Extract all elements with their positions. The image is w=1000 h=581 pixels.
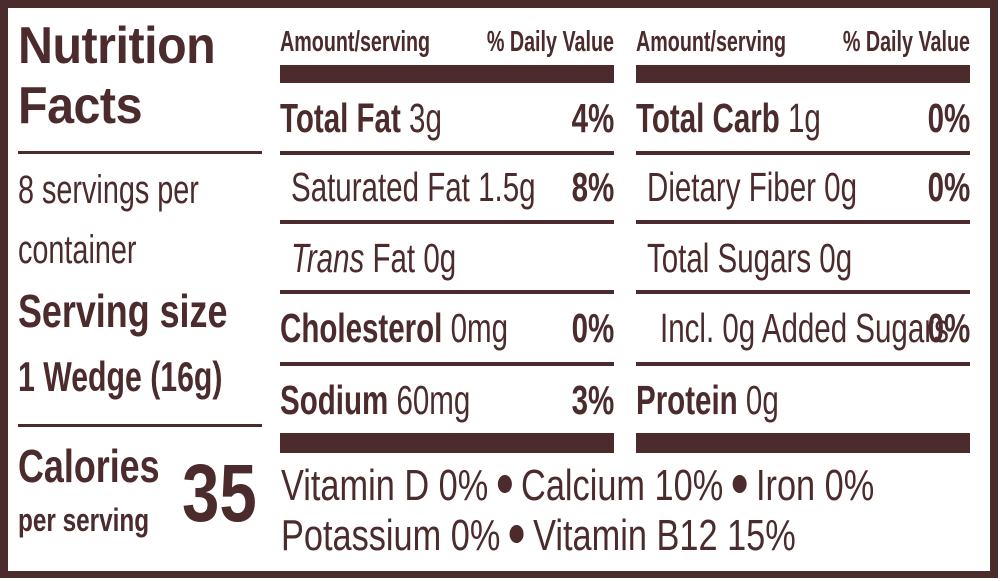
nutrient-name: Trans: [291, 235, 365, 281]
nutrient-dv: 8%: [571, 164, 614, 210]
nutrient-name: Protein: [636, 377, 738, 423]
nutrient-amount: 0mg: [450, 305, 509, 351]
nutrient-row-total-fat: Total Fat 3g 4%: [280, 86, 614, 150]
header-dv-text: % Daily Value: [486, 26, 614, 58]
nutrient-dv: 0%: [927, 305, 970, 351]
calories-value: 35: [182, 446, 273, 542]
divider: [636, 151, 970, 155]
label-title: Nutrition Facts: [18, 16, 268, 136]
nutrient-amount: 60mg: [396, 377, 471, 423]
divider: [636, 362, 970, 366]
header-daily-value: % Daily Value: [783, 22, 970, 62]
bullet-icon: [732, 475, 747, 494]
nutrient-row-added-sugars: Incl. 0g Added Sugars 0%: [636, 296, 970, 360]
nutrient-row-total-sugars: Total Sugars 0g: [636, 226, 970, 290]
bullet-icon: [509, 525, 524, 544]
nutrient-amount: 3g: [409, 95, 442, 141]
column-header: Amount/serving % Daily Value: [280, 22, 614, 62]
header-daily-value: % Daily Value: [427, 22, 614, 62]
nutrient-amount: 0g: [824, 164, 858, 210]
divider: [18, 151, 262, 154]
calories-value-text: 35: [182, 448, 257, 539]
nutrient-amount: 0g: [819, 235, 853, 281]
thick-divider: [280, 65, 614, 83]
vitamin-b12: Vitamin B12 15%: [533, 511, 796, 560]
serving-size-value: 1 Wedge (16g): [18, 352, 302, 402]
thick-divider: [280, 433, 614, 453]
nutrient-amount: Fat 0g: [372, 235, 457, 281]
calories-sublabel-text: per serving: [18, 502, 150, 538]
serving-size-label-text: Serving size: [18, 285, 228, 337]
nutrient-name: Sodium: [280, 377, 389, 423]
calories-label: Calories: [18, 441, 200, 491]
nutrient-dv: 3%: [571, 377, 614, 423]
nutrient-row-total-carb: Total Carb 1g 0%: [636, 86, 970, 150]
vitamins-minerals: Vitamin D 0% Calcium 10% Iron 0% Potassium…: [281, 461, 981, 561]
thick-divider: [636, 433, 970, 453]
nutrient-row-saturated-fat: Saturated Fat 1.5g 8%: [280, 155, 614, 219]
thick-divider: [636, 65, 970, 83]
nutrient-dv: 0%: [927, 164, 970, 210]
vitamin-d: Vitamin D 0%: [281, 461, 489, 510]
title-line-1: Nutrition: [18, 17, 216, 75]
nutrient-amount: 1.5g: [478, 164, 536, 210]
servings-line-1: 8 servings per: [18, 168, 199, 212]
nutrient-amount: 1g: [787, 95, 821, 141]
header-amount: Amount/serving: [636, 22, 857, 62]
nutrient-name: Cholesterol: [280, 305, 443, 351]
calories-sublabel: per serving: [18, 500, 191, 540]
header-dv-text: % Daily Value: [842, 26, 970, 58]
divider: [636, 220, 970, 224]
divider: [18, 424, 262, 427]
nutrient-dv: 4%: [571, 95, 614, 141]
nutrient-dv: 0%: [571, 305, 614, 351]
nutrient-name: Total Sugars: [647, 235, 812, 281]
divider: [280, 290, 614, 294]
servings-per-container: 8 servings per container: [18, 160, 278, 280]
nutrient-row-cholesterol: Cholesterol 0mg 0%: [280, 296, 614, 360]
nutrient-name: Total Carb: [636, 95, 780, 141]
bullet-icon: [497, 475, 512, 494]
nutrient-name: Incl. 0g Added Sugars: [660, 305, 949, 351]
serving-size-label: Serving size: [18, 286, 286, 336]
column-header: Amount/serving % Daily Value: [636, 22, 970, 62]
nutrient-row-trans-fat: Trans Fat 0g: [280, 226, 614, 290]
header-amount: Amount/serving: [280, 22, 501, 62]
nutrient-name: Saturated Fat: [291, 164, 470, 210]
header-amount-text: Amount/serving: [636, 26, 787, 58]
nutrient-name: Total Fat: [280, 95, 401, 141]
serving-size-value-text: 1 Wedge (16g): [18, 353, 223, 400]
calcium: Calcium 10%: [521, 461, 724, 510]
servings-line-2: container: [18, 228, 137, 272]
nutrient-name: Dietary Fiber: [647, 164, 816, 210]
title-line-2: Facts: [18, 77, 143, 135]
nutrient-amount: 0g: [745, 377, 779, 423]
divider: [280, 362, 614, 366]
nutrient-row-protein: Protein 0g: [636, 368, 970, 432]
nutrient-row-sodium: Sodium 60mg 3%: [280, 368, 614, 432]
nutrient-row-dietary-fiber: Dietary Fiber 0g 0%: [636, 155, 970, 219]
divider: [280, 220, 614, 224]
nutrient-dv: 0%: [927, 95, 970, 141]
divider: [636, 290, 970, 294]
iron: Iron 0%: [755, 461, 875, 510]
calories-label-text: Calories: [18, 440, 160, 492]
potassium: Potassium 0%: [281, 511, 501, 560]
header-amount-text: Amount/serving: [280, 26, 431, 58]
divider: [280, 151, 614, 155]
